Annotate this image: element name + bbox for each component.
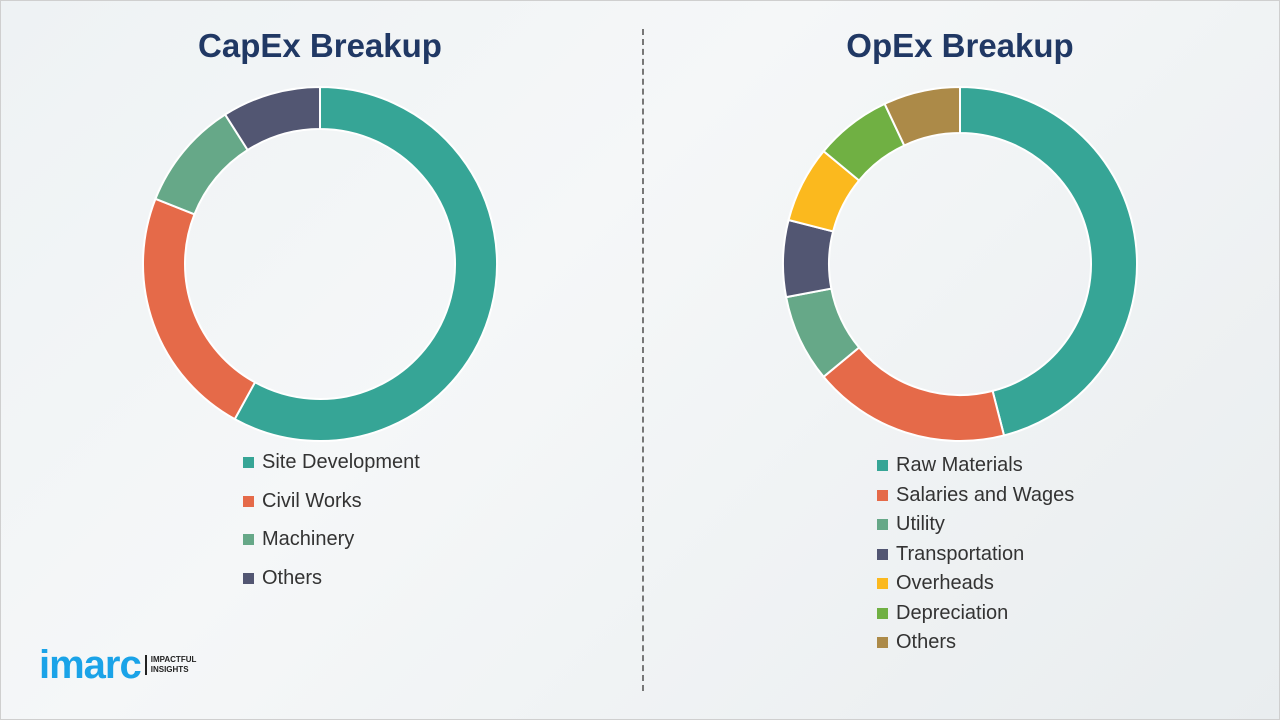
legend-label: Others [262,566,323,589]
legend-label: Site Development [262,451,420,473]
legend-swatch [243,457,254,468]
legend-item: Others [243,567,322,590]
legend-label: Utility [896,513,945,535]
slice-civil-works [142,197,257,421]
legend-label: Overheads [896,572,994,594]
legend-swatch [877,460,888,471]
legend-label: Transportation [896,542,1025,565]
legend-label: Raw Materials [896,454,1023,476]
legend-swatch [877,548,888,560]
legend-swatch [877,637,888,648]
slice-site-development [233,85,498,442]
opex-title: OpEx Breakup [846,27,1074,64]
legend-label: Depreciation [896,601,1009,624]
legend-swatch [877,607,888,619]
legend-item: Civil Works [243,490,362,513]
legend-item: Transportation [877,543,1024,566]
legend-item: Salaries and Wages [877,484,1074,507]
legend-item: Utility [877,513,945,536]
legend-label: Salaries and Wages [896,483,1075,506]
legend-swatch [877,489,888,501]
legend-item: Site Development [243,451,420,474]
legend-item: Overheads [877,572,994,595]
legend-swatch [243,495,254,507]
slice-raw-materials [959,85,1138,437]
legend-label: Others [896,631,957,653]
legend-item: Others [877,631,956,654]
legend-swatch [877,578,888,589]
legend-item: Raw Materials [877,454,1023,477]
logo-word: imarc [39,643,142,687]
divider [642,29,644,691]
imarc-logo: imarc IMPACTFUL INSIGHTS [39,645,196,685]
slice-others [223,85,321,152]
legend-item: Machinery [243,528,354,551]
legend-swatch [877,519,888,530]
slice-salaries-and-wages [822,346,1006,442]
slice-others [883,85,961,147]
legend-label: Machinery [262,528,355,550]
legend-swatch [243,534,254,545]
legend-item: Depreciation [877,602,1008,625]
slice-transportation [782,218,835,299]
legend-label: Civil Works [262,489,362,512]
capex-title: CapEx Breakup [198,27,442,64]
logo-tagline: IMPACTFUL INSIGHTS [144,655,196,675]
legend-swatch [243,572,254,584]
